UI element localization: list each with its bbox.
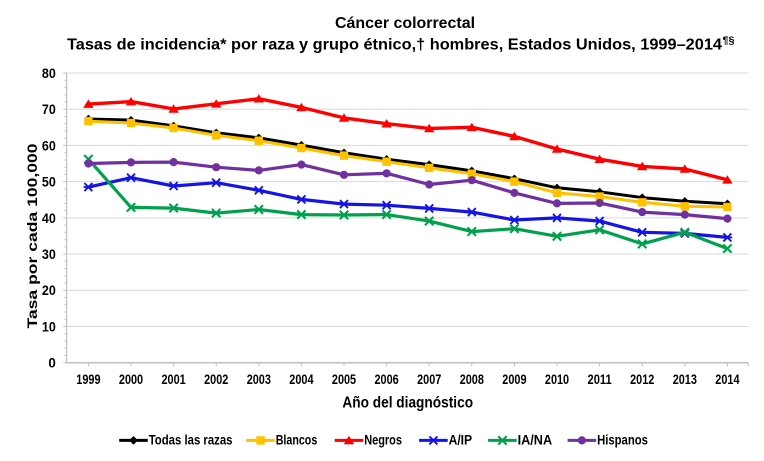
svg-text:2001: 2001	[162, 372, 187, 387]
svg-text:2003: 2003	[247, 372, 271, 387]
svg-text:Tasas de incidencia* por raza: Tasas de incidencia* por raza y grupo ét…	[67, 36, 722, 53]
svg-text:Negros: Negros	[364, 433, 402, 448]
svg-text:1999: 1999	[76, 372, 100, 387]
svg-text:10: 10	[42, 319, 56, 334]
svg-text:40: 40	[42, 211, 56, 226]
svg-text:2000: 2000	[119, 372, 143, 387]
svg-text:A/IP: A/IP	[449, 433, 473, 448]
svg-text:2010: 2010	[545, 372, 569, 387]
svg-text:Todas las razas: Todas las razas	[149, 433, 233, 448]
svg-text:20: 20	[42, 283, 56, 298]
svg-text:2012: 2012	[630, 372, 654, 387]
svg-text:Cáncer colorrectal: Cáncer colorrectal	[335, 15, 475, 32]
svg-text:Tasa por cada 100,000: Tasa por cada 100,000	[25, 144, 40, 329]
svg-text:2013: 2013	[673, 372, 697, 387]
svg-text:2007: 2007	[417, 372, 441, 387]
svg-text:Hispanos: Hispanos	[597, 433, 648, 448]
svg-text:IA/NA: IA/NA	[518, 433, 553, 448]
svg-text:70: 70	[42, 102, 56, 117]
svg-text:60: 60	[42, 138, 56, 153]
svg-text:2005: 2005	[332, 372, 357, 387]
svg-text:30: 30	[42, 247, 56, 262]
svg-text:2004: 2004	[289, 372, 314, 387]
svg-text:2011: 2011	[588, 372, 613, 387]
svg-text:2014: 2014	[715, 372, 740, 387]
svg-text:50: 50	[42, 175, 56, 190]
svg-text:0: 0	[48, 356, 55, 371]
svg-text:80: 80	[42, 66, 56, 81]
svg-text:2002: 2002	[204, 372, 228, 387]
svg-text:¶§: ¶§	[723, 35, 735, 47]
svg-text:2006: 2006	[375, 372, 399, 387]
svg-text:Blancos: Blancos	[276, 433, 318, 448]
svg-text:Año del diagnóstico: Año del diagnóstico	[342, 395, 473, 412]
svg-text:2009: 2009	[502, 372, 526, 387]
svg-text:2008: 2008	[460, 372, 485, 387]
